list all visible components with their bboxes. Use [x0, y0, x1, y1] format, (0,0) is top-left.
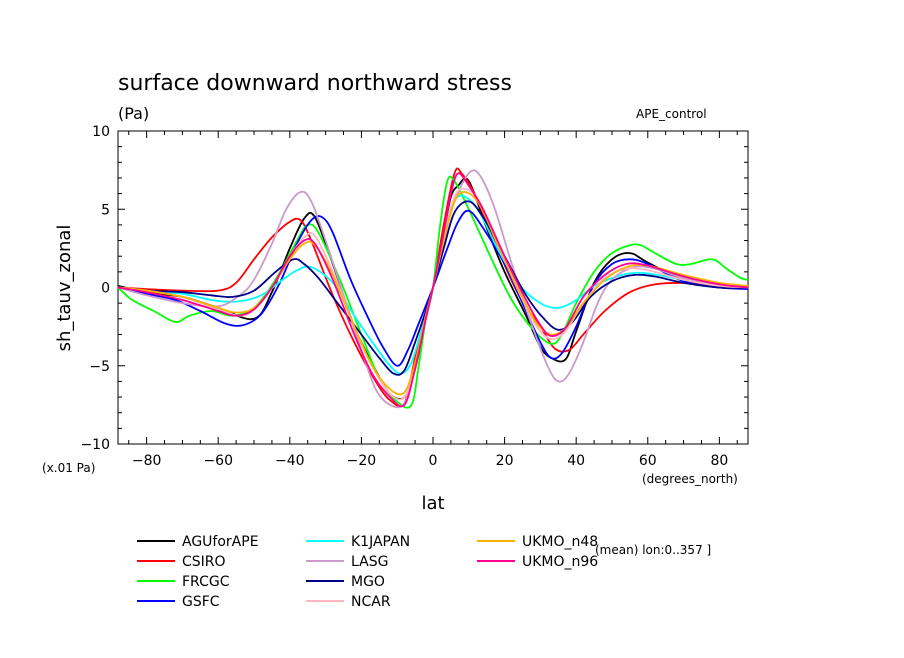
legend-label-frcgc: FRCGC [182, 574, 230, 590]
x-tick-label: −20 [347, 453, 377, 469]
series-line-ukmo-n48 [117, 191, 749, 396]
x-tick-label: 60 [639, 453, 657, 469]
legend-label-k1japan: K1JAPAN [351, 534, 410, 550]
legend-label-ukmo-n48: UKMO_n48 [522, 534, 598, 550]
scale-note: (x.01 Pa) [42, 461, 95, 475]
x-tick-label: 20 [496, 453, 514, 469]
x-tick-labels: −80 −60 −40 −20 0 20 40 60 80 [132, 453, 728, 469]
chart-units: (Pa) [118, 104, 149, 123]
legend-label-lasg: LASG [351, 554, 388, 570]
x-tick-label: −60 [203, 453, 233, 469]
legend-label-csiro: CSIRO [182, 554, 226, 570]
y-tick-label: 10 [92, 124, 110, 140]
legend-label-aguforape: AGUforAPE [182, 534, 259, 550]
axis-ticks [118, 130, 748, 445]
y-tick-label: −10 [80, 437, 110, 453]
legend-label-ukmo-n96: UKMO_n96 [522, 554, 598, 570]
x-tick-label: 0 [429, 453, 438, 469]
x-tick-label: 40 [567, 453, 585, 469]
legend-label-gsfc: GSFC [182, 594, 220, 610]
x-tick-label: −80 [132, 453, 162, 469]
series-line-ukmo-n96 [117, 172, 749, 408]
plot-area [117, 130, 749, 445]
y-tick-label: −5 [89, 359, 110, 375]
legend-label-mgo: MGO [351, 574, 385, 590]
series-line-ncar [117, 187, 749, 401]
x-tick-label: −40 [275, 453, 305, 469]
chart-title: surface downward northward stress [118, 71, 512, 96]
y-tick-labels: −10 −5 0 5 10 [80, 124, 110, 453]
overlay-note: (mean) lon:0..357 ] [595, 543, 711, 557]
series-lines [117, 167, 749, 409]
y-tick-label: 5 [101, 202, 110, 218]
y-axis-label: sh_tauv_zonal [54, 225, 75, 352]
y-tick-label: 0 [101, 281, 110, 297]
experiment-label: APE_control [636, 107, 707, 121]
x-tick-label: 80 [710, 453, 728, 469]
series-line-frcgc [117, 175, 749, 409]
legend: AGUforAPE CSIRO FRCGC GSFC K1JAPAN LASG MGO NCA… [137, 534, 598, 610]
x-axis-label: lat [421, 493, 444, 514]
legend-label-ncar: NCAR [351, 594, 391, 610]
x-units-label: (degrees_north) [642, 472, 738, 486]
